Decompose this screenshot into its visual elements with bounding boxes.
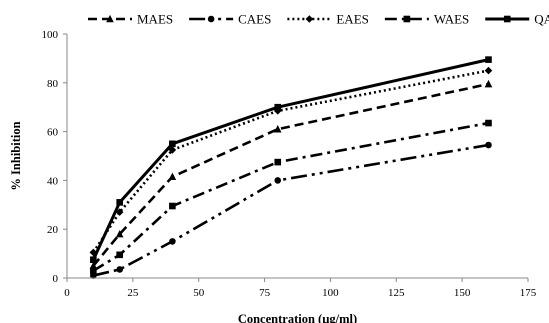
data-point-eaes [484, 66, 493, 75]
x-tick-label: 0 [64, 287, 70, 299]
legend-label: QA [534, 12, 549, 27]
x-tick-label: 75 [259, 287, 271, 299]
data-point-qa [116, 199, 123, 206]
x-tick-label: 175 [520, 287, 537, 299]
y-tick-label: 0 [53, 273, 59, 285]
legend-item-waes: WAES [384, 12, 469, 27]
legend-item-eaes: EAES [287, 12, 369, 27]
data-point-waes [274, 158, 282, 166]
legend-marker [403, 15, 411, 23]
axes: 0 25 50 75 100 125 150 175 0 20 40 60 80 100 [42, 29, 537, 299]
data-point-maes [89, 261, 98, 270]
legend-marker [305, 15, 314, 23]
legend-label: WAES [434, 12, 469, 27]
legend: MAES CAES EAES WAES QA [88, 12, 549, 27]
data-point-waes [90, 267, 97, 274]
data-point-caes [274, 177, 282, 184]
data-point-eaes [115, 208, 124, 216]
data-point-waes [485, 119, 492, 127]
y-tick-label: 40 [47, 175, 59, 187]
data-point-caes [169, 238, 176, 245]
legend-label: CAES [238, 12, 271, 27]
legend-marker [207, 15, 215, 23]
data-point-maes [115, 229, 124, 238]
data-point-qa [485, 56, 492, 63]
data-point-maes [484, 79, 493, 88]
y-tick-label: 20 [47, 224, 59, 236]
x-tick-label: 125 [388, 287, 405, 299]
legend-item-maes: MAES [88, 12, 173, 27]
data-point-waes [116, 251, 123, 259]
data-point-maes [168, 172, 177, 181]
data-point-qa [274, 103, 282, 111]
x-tick-label: 25 [127, 287, 139, 299]
series-line-maes [92, 82, 489, 267]
y-tick-label: 80 [47, 78, 59, 90]
legend-label: EAES [336, 12, 369, 27]
legend-marker [503, 15, 511, 23]
data-point-qa [90, 256, 97, 263]
x-tick-label: 150 [454, 287, 471, 299]
x-axis-title: Concentration (µg/ml) [238, 312, 357, 323]
y-axis-title: % Inhibition [9, 121, 23, 190]
legend-marker [106, 14, 114, 23]
legend-item-caes: CAES [189, 12, 271, 27]
y-tick-label: 100 [42, 29, 59, 41]
data-point-maes [273, 125, 282, 133]
legend-label: MAES [137, 12, 173, 27]
data-point-caes [116, 266, 123, 273]
legend-item-qa: QA [485, 12, 549, 27]
data-point-caes [485, 141, 492, 149]
data-point-qa [169, 140, 176, 148]
plot-area [89, 56, 493, 279]
data-point-waes [169, 202, 176, 210]
x-tick-label: 50 [193, 287, 205, 299]
y-tick-label: 60 [47, 127, 59, 139]
x-tick-label: 100 [322, 287, 339, 299]
